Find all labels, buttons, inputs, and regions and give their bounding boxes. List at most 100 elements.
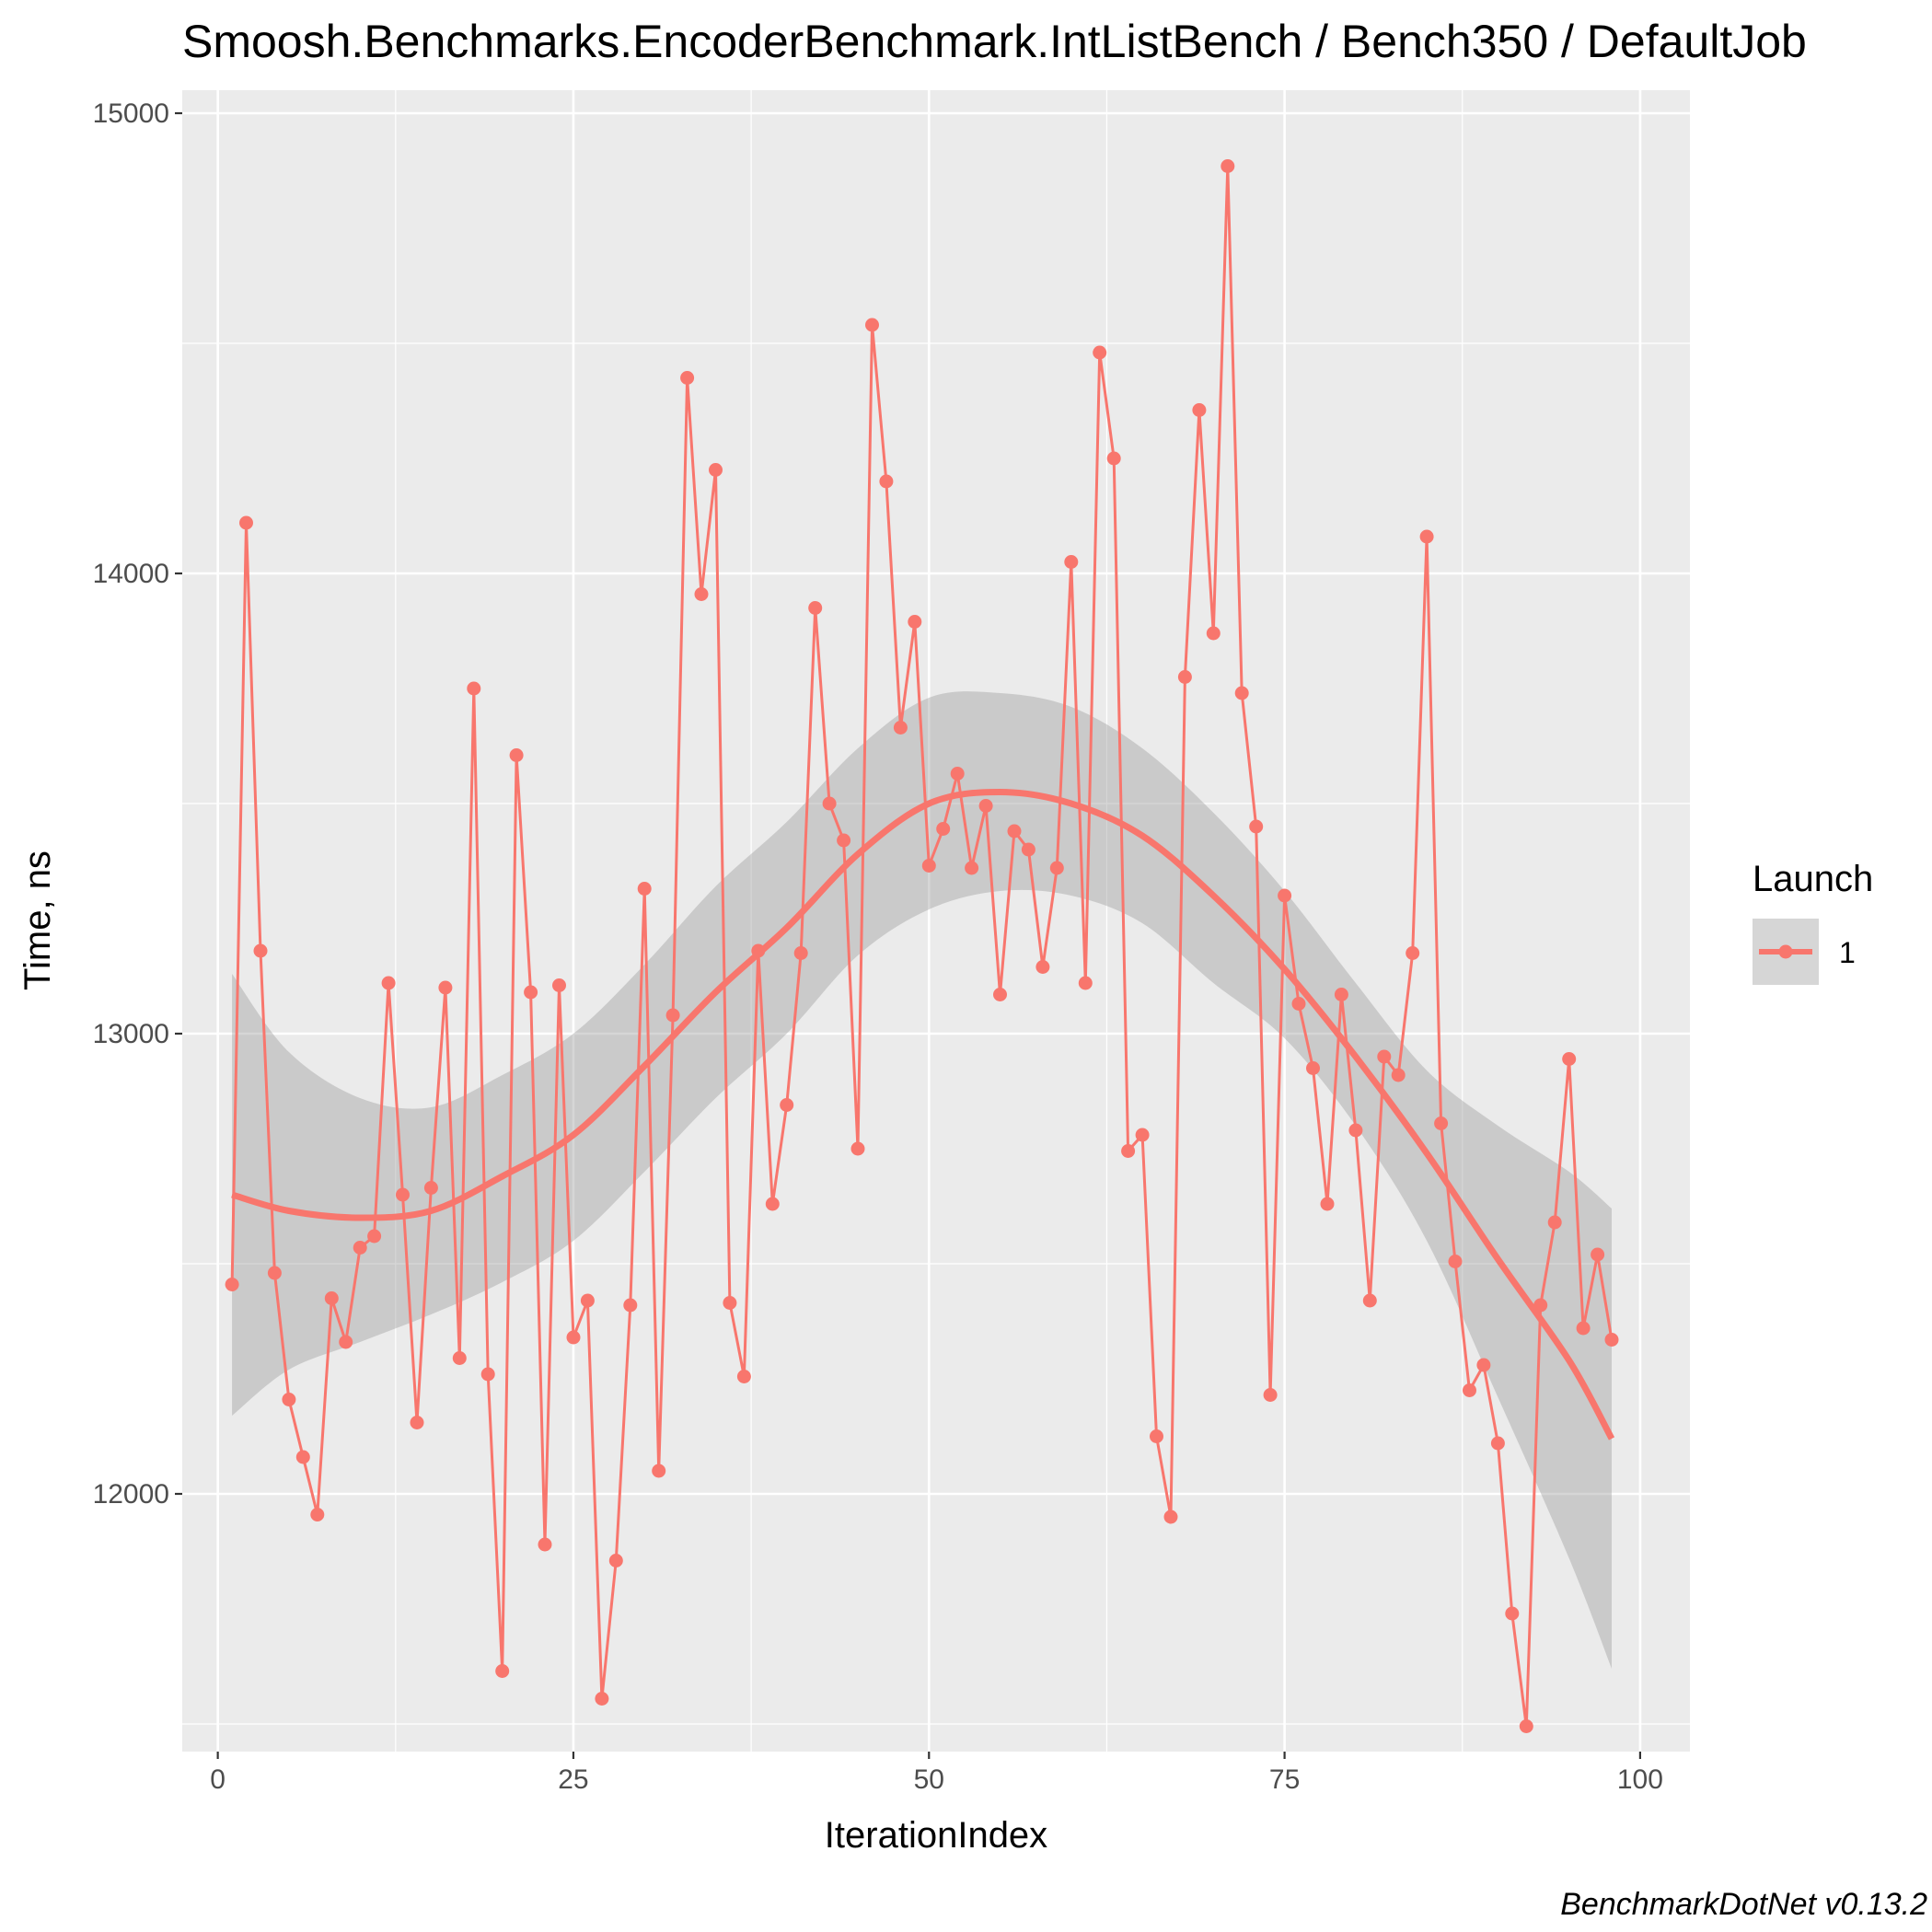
data-point bbox=[1476, 1358, 1491, 1372]
data-point bbox=[495, 1664, 510, 1678]
data-point bbox=[680, 371, 695, 385]
data-point bbox=[1562, 1052, 1577, 1066]
data-point bbox=[1463, 1383, 1476, 1397]
data-point bbox=[1150, 1429, 1163, 1443]
x-tick-label: 25 bbox=[558, 1764, 588, 1795]
data-point bbox=[723, 1296, 737, 1310]
data-point bbox=[993, 988, 1007, 1001]
data-point bbox=[538, 1537, 552, 1552]
data-point bbox=[1049, 861, 1064, 875]
y-axis-title: Time, ns bbox=[17, 850, 58, 990]
data-point bbox=[324, 1291, 339, 1305]
smooth-trend-line bbox=[231, 788, 1615, 1440]
data-point bbox=[808, 601, 823, 615]
data-point bbox=[1406, 946, 1420, 960]
data-point bbox=[1106, 451, 1121, 466]
y-tick-label: 14000 bbox=[93, 559, 169, 589]
data-point bbox=[1348, 1123, 1363, 1138]
data-point bbox=[950, 767, 965, 781]
data-point bbox=[381, 976, 396, 990]
data-point bbox=[793, 946, 808, 960]
data-point bbox=[1263, 1388, 1278, 1402]
legend-key-point bbox=[1778, 944, 1793, 959]
data-point bbox=[1249, 819, 1264, 834]
data-point bbox=[339, 1335, 353, 1349]
data-point bbox=[1591, 1247, 1605, 1262]
data-point bbox=[822, 796, 837, 811]
data-point bbox=[1192, 403, 1207, 417]
data-point bbox=[225, 1278, 239, 1291]
data-point bbox=[921, 859, 936, 873]
data-point bbox=[353, 1241, 367, 1255]
chart-title: Smoosh.Benchmarks.EncoderBenchmark.IntLi… bbox=[182, 16, 1807, 67]
y-axis: 12000 13000 14000 15000 bbox=[93, 98, 182, 1510]
data-point bbox=[509, 748, 524, 762]
y-tick-label: 15000 bbox=[93, 98, 169, 129]
data-point bbox=[452, 1351, 467, 1365]
x-tick-label: 0 bbox=[210, 1764, 226, 1795]
data-point bbox=[908, 615, 922, 629]
data-point bbox=[295, 1450, 310, 1464]
data-point bbox=[736, 1370, 751, 1383]
data-point bbox=[1007, 824, 1022, 839]
data-point bbox=[1064, 555, 1079, 569]
data-point bbox=[1206, 626, 1221, 641]
data-point bbox=[239, 515, 253, 530]
data-point bbox=[1490, 1436, 1505, 1451]
data-point bbox=[1604, 1333, 1619, 1347]
data-point bbox=[396, 1187, 410, 1202]
caption: BenchmarkDotNet v0.13.2 bbox=[1560, 1887, 1927, 1922]
data-point bbox=[965, 861, 979, 875]
data-point bbox=[1021, 842, 1035, 857]
data-point bbox=[1121, 1144, 1136, 1158]
data-point bbox=[1035, 960, 1050, 974]
data-point bbox=[552, 978, 566, 992]
gridlines bbox=[182, 90, 1690, 1752]
data-point bbox=[253, 943, 268, 958]
data-point bbox=[637, 882, 652, 896]
data-point bbox=[1519, 1719, 1533, 1733]
x-axis: 0 25 50 75 100 bbox=[210, 1752, 1663, 1795]
data-point bbox=[1547, 1215, 1562, 1230]
data-point bbox=[1419, 529, 1434, 544]
legend-title: Launch bbox=[1753, 859, 1873, 899]
data-point bbox=[1177, 670, 1192, 684]
y-tick-label: 13000 bbox=[93, 1019, 169, 1049]
data-point bbox=[1135, 1128, 1150, 1142]
data-point bbox=[267, 1266, 282, 1280]
data-point bbox=[608, 1554, 623, 1568]
confidence-ribbon bbox=[232, 691, 1613, 1669]
data-point bbox=[893, 721, 908, 735]
y-tick-label: 12000 bbox=[93, 1479, 169, 1510]
data-point bbox=[1448, 1255, 1463, 1268]
data-point bbox=[310, 1508, 325, 1521]
data-point bbox=[694, 587, 709, 601]
data-point bbox=[1278, 888, 1292, 903]
series-1-line bbox=[230, 166, 1614, 1727]
data-point bbox=[410, 1416, 424, 1429]
data-point bbox=[367, 1229, 382, 1244]
data-point bbox=[438, 980, 453, 995]
plot-panel bbox=[182, 90, 1690, 1752]
data-point bbox=[282, 1393, 296, 1406]
data-point bbox=[524, 985, 538, 1000]
data-point bbox=[1078, 976, 1093, 990]
x-axis-title: IterationIndex bbox=[825, 1815, 1047, 1856]
data-point bbox=[566, 1330, 581, 1345]
data-point bbox=[1306, 1061, 1320, 1075]
series-1-points bbox=[225, 159, 1619, 1733]
data-point bbox=[467, 681, 481, 696]
data-point bbox=[1234, 686, 1249, 700]
data-point bbox=[652, 1463, 666, 1478]
data-point bbox=[1291, 997, 1306, 1011]
data-point bbox=[1334, 988, 1348, 1001]
data-point bbox=[580, 1293, 595, 1308]
data-point bbox=[1362, 1293, 1377, 1308]
data-point bbox=[936, 822, 951, 836]
data-point bbox=[1093, 345, 1107, 360]
data-point bbox=[665, 1008, 680, 1023]
legend: Launch 1 bbox=[1753, 859, 1873, 985]
data-point bbox=[423, 1181, 438, 1195]
data-point bbox=[780, 1098, 794, 1112]
